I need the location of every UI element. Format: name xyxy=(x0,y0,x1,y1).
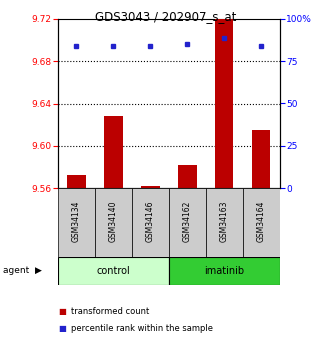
Bar xyxy=(178,165,197,188)
Text: ■: ■ xyxy=(58,324,66,333)
Bar xyxy=(169,257,280,285)
Bar xyxy=(169,188,206,257)
Bar xyxy=(58,188,95,257)
Text: transformed count: transformed count xyxy=(71,307,149,316)
Text: imatinib: imatinib xyxy=(204,266,244,276)
Bar xyxy=(104,116,122,188)
Bar xyxy=(141,186,160,188)
Text: GSM34162: GSM34162 xyxy=(183,200,192,242)
Bar xyxy=(58,257,169,285)
Text: percentile rank within the sample: percentile rank within the sample xyxy=(71,324,213,333)
Text: GSM34140: GSM34140 xyxy=(109,200,118,242)
Bar xyxy=(243,188,280,257)
Text: agent  ▶: agent ▶ xyxy=(3,266,42,275)
Text: control: control xyxy=(97,266,130,276)
Text: ■: ■ xyxy=(58,307,66,316)
Text: GSM34164: GSM34164 xyxy=(257,200,266,242)
Text: GDS3043 / 202907_s_at: GDS3043 / 202907_s_at xyxy=(95,10,236,23)
Bar xyxy=(132,188,169,257)
Bar xyxy=(206,188,243,257)
Text: GSM34163: GSM34163 xyxy=(220,200,229,242)
Bar xyxy=(95,188,132,257)
Text: GSM34134: GSM34134 xyxy=(72,200,81,242)
Bar xyxy=(67,175,86,188)
Bar xyxy=(252,130,270,188)
Bar xyxy=(215,19,233,188)
Text: GSM34146: GSM34146 xyxy=(146,200,155,242)
